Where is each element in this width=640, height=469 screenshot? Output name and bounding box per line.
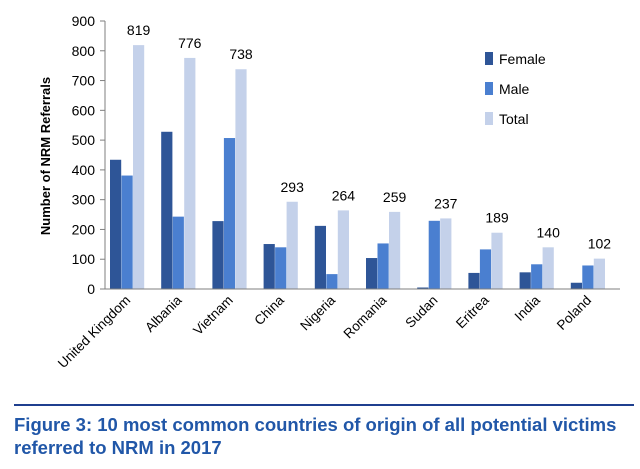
x-tick-label-romania: Romania [341, 292, 390, 341]
bar-female-nigeria [314, 225, 326, 289]
y-tick-label-0: 0 [87, 281, 95, 297]
legend: Female Male Total [485, 51, 546, 127]
bar-total-united-kingdom [133, 45, 145, 290]
legend-label-female: Female [499, 51, 546, 67]
x-tick-label-sudan: Sudan [402, 293, 440, 331]
bar-male-vietnam [223, 138, 236, 289]
y-tick-label-900: 900 [72, 13, 96, 29]
bar-total-vietnam [235, 69, 247, 290]
x-tick-label-poland: Poland [554, 293, 594, 333]
bars [110, 45, 605, 290]
y-tick-label-300: 300 [72, 192, 96, 208]
bar-female-united-kingdom [110, 159, 122, 289]
caption-divider [14, 404, 634, 406]
bar-total-india [542, 247, 554, 289]
y-tick-label-800: 800 [72, 43, 96, 59]
bar-female-eritrea [468, 272, 480, 289]
y-axis-ticks: 0 100 200 300 400 500 600 700 800 900 [72, 13, 105, 297]
bar-total-poland [593, 258, 605, 289]
axes [104, 21, 620, 290]
bar-male-china [275, 247, 287, 289]
bar-total-nigeria [337, 210, 349, 289]
bar-female-india [519, 272, 531, 289]
x-tick-label-eritrea: Eritrea [453, 292, 492, 331]
data-label-total-poland: 102 [588, 236, 612, 252]
x-tick-label-china: China [251, 292, 287, 328]
x-tick-label-vietnam: Vietnam [190, 293, 235, 338]
bar-female-sudan [417, 287, 429, 289]
bar-total-romania [389, 211, 401, 289]
bar-chart-svg: Number of NRM Referrals 0 100 200 300 400 500… [38, 13, 620, 371]
y-axis-label-group: Number of NRM Referrals [38, 77, 53, 235]
bar-male-india [531, 264, 543, 289]
y-tick-label-200: 200 [72, 221, 96, 237]
y-tick-label-400: 400 [72, 162, 96, 178]
legend-swatch-female [485, 52, 493, 65]
y-tick-label-100: 100 [72, 251, 96, 267]
legend-label-total: Total [499, 111, 529, 127]
y-tick-label-700: 700 [72, 73, 96, 89]
total-data-labels: 819 776 738 293 264 259 237 189 140 102 [127, 22, 611, 252]
bar-male-poland [582, 265, 594, 289]
data-label-total-eritrea: 189 [485, 210, 509, 226]
figure-caption: Figure 3: 10 most common countries of or… [14, 414, 617, 458]
y-tick-label-600: 600 [72, 102, 96, 118]
data-label-total-romania: 259 [383, 189, 407, 205]
legend-label-male: Male [499, 81, 530, 97]
data-label-total-nigeria: 264 [332, 187, 356, 203]
bar-male-eritrea [479, 249, 492, 289]
x-tick-label-nigeria: Nigeria [297, 292, 338, 333]
x-tick-label-united-kingdom: United Kingdom [55, 293, 134, 372]
bar-total-albania [184, 57, 196, 290]
bar-male-romania [377, 243, 389, 289]
bar-male-sudan [428, 220, 440, 289]
y-tick-label-500: 500 [72, 132, 96, 148]
data-label-total-united-kingdom: 819 [127, 22, 151, 38]
bar-female-poland [570, 282, 582, 289]
y-axis-title: Number of NRM Referrals [38, 77, 53, 235]
bar-male-united-kingdom [121, 175, 133, 289]
chart: Number of NRM Referrals 0 100 200 300 400 500… [38, 13, 620, 371]
data-label-total-vietnam: 738 [229, 46, 253, 62]
data-label-total-china: 293 [281, 179, 305, 195]
bar-total-eritrea [491, 232, 503, 289]
bar-female-romania [366, 258, 378, 289]
bar-female-vietnam [212, 221, 224, 289]
legend-swatch-male [485, 82, 493, 95]
legend-swatch-total [485, 112, 493, 125]
data-label-total-india: 140 [537, 224, 561, 240]
x-axis-category-labels: United Kingdom Albania Vietnam China Nigeria… [55, 292, 594, 371]
bar-total-china [286, 201, 298, 289]
data-label-total-sudan: 237 [434, 195, 458, 211]
bar-female-albania [161, 131, 173, 289]
x-tick-label-india: India [512, 292, 544, 324]
bar-male-nigeria [326, 274, 338, 289]
bar-male-albania [172, 216, 184, 289]
bar-total-sudan [440, 218, 452, 289]
x-tick-label-albania: Albania [142, 292, 185, 335]
bar-female-china [263, 244, 275, 289]
data-label-total-albania: 776 [178, 35, 202, 51]
